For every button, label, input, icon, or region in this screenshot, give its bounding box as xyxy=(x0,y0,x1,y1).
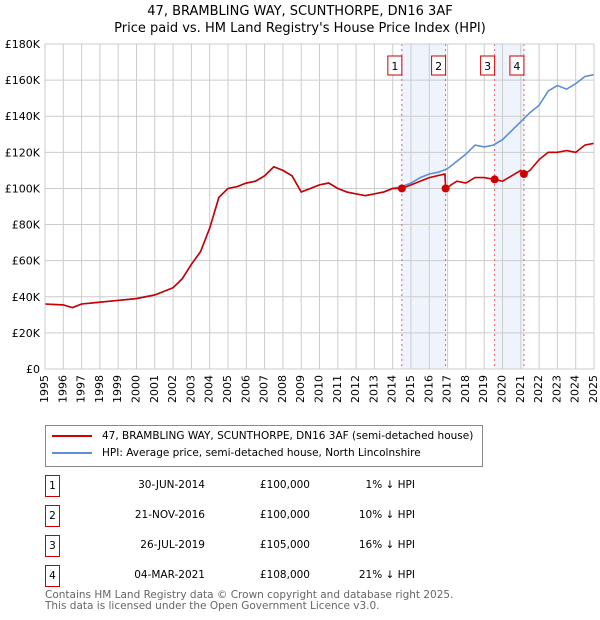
x-tick-label: 2003 xyxy=(184,375,197,403)
sale-hpi-diff: 1% ↓ HPI xyxy=(365,479,415,491)
legend-item-property: 47, BRAMBLING WAY, SCUNTHORPE, DN16 3AF … xyxy=(52,430,473,442)
x-tick-label: 1997 xyxy=(75,375,88,403)
sale-label: 4 xyxy=(513,60,520,73)
x-tick-label: 2023 xyxy=(550,375,563,403)
sale-number-badge: 3 xyxy=(45,535,60,557)
sale-row: 1 30-JUN-2014 £100,000 1% ↓ HPI xyxy=(45,475,445,497)
x-tick-label: 1999 xyxy=(111,375,124,403)
legend-item-hpi: HPI: Average price, semi-detached house,… xyxy=(52,447,421,459)
y-tick-label: £160K xyxy=(5,74,41,87)
sale-row: 4 04-MAR-2021 £108,000 21% ↓ HPI xyxy=(45,565,445,587)
shaded-region xyxy=(494,44,524,369)
sale-number-badge: 4 xyxy=(45,565,60,587)
sale-point xyxy=(441,184,450,193)
x-tick-label: 2024 xyxy=(569,375,582,403)
y-tick-label: £140K xyxy=(5,110,41,123)
x-tick-label: 2020 xyxy=(496,375,509,403)
sale-label-box xyxy=(480,55,496,76)
x-tick-label: 2016 xyxy=(422,375,435,403)
x-tick-label: 2006 xyxy=(239,375,252,403)
sale-price: £100,000 xyxy=(259,509,310,521)
sale-hpi-diff: 16% ↓ HPI xyxy=(358,539,415,551)
x-tick-label: 1995 xyxy=(38,375,51,403)
x-tick-label: 2010 xyxy=(313,375,326,403)
sale-price: £100,000 xyxy=(259,479,310,491)
footer-copyright: Contains HM Land Registry data © Crown c… xyxy=(45,589,454,601)
price-chart: £0 £20K £40K £60K £80K £100K £120K £140K £160K £1… xyxy=(5,38,600,403)
y-tick-label: £0 xyxy=(26,363,40,376)
legend-label: HPI: Average price, semi-detached house,… xyxy=(102,447,421,459)
x-tick-label: 1996 xyxy=(56,375,69,403)
sale-label-box xyxy=(431,55,447,76)
property-price-line xyxy=(44,142,595,309)
sale-hpi-diff: 21% ↓ HPI xyxy=(358,569,415,581)
x-tick-label: 2013 xyxy=(367,375,380,403)
x-tick-label: 2000 xyxy=(130,375,143,403)
chart-title: 47, BRAMBLING WAY, SCUNTHORPE, DN16 3AF … xyxy=(0,3,600,37)
y-tick-label: £120K xyxy=(5,146,41,159)
legend-swatch xyxy=(52,452,92,454)
sale-date: 04-MAR-2021 xyxy=(134,569,205,581)
footer: Contains HM Land Registry data © Crown c… xyxy=(45,590,453,612)
legend-swatch xyxy=(52,435,92,437)
sale-number-badge: 2 xyxy=(45,505,60,527)
y-tick-label: £20K xyxy=(12,327,41,340)
x-tick-label: 1998 xyxy=(93,375,106,403)
sale-row: 2 21-NOV-2016 £100,000 10% ↓ HPI xyxy=(45,505,445,527)
x-tick-label: 2015 xyxy=(404,375,417,403)
sale-label: 1 xyxy=(391,60,398,73)
sale-row: 3 26-JUL-2019 £105,000 16% ↓ HPI xyxy=(45,535,445,557)
plot-frame xyxy=(44,43,595,370)
sale-label-box xyxy=(387,55,403,76)
sale-number-badge: 1 xyxy=(45,475,60,497)
x-tick-label: 2004 xyxy=(203,375,216,403)
x-tick-label: 2019 xyxy=(477,375,490,403)
y-tick-label: £40K xyxy=(12,291,41,304)
sale-label: 3 xyxy=(484,60,491,73)
title-line: 47, BRAMBLING WAY, SCUNTHORPE, DN16 3AF xyxy=(147,4,453,19)
x-tick-label: 2007 xyxy=(258,375,271,403)
sale-label-box xyxy=(509,55,525,76)
x-tick-label: 2001 xyxy=(148,375,161,403)
sale-point xyxy=(490,175,499,184)
subtitle-line: Price paid vs. HM Land Registry's House … xyxy=(114,21,486,36)
x-tick-label: 2009 xyxy=(294,375,307,403)
x-tick-label: 2021 xyxy=(514,375,527,403)
x-tick-label: 2018 xyxy=(459,375,472,403)
y-tick-label: £80K xyxy=(12,219,41,232)
sale-date: 26-JUL-2019 xyxy=(140,539,205,551)
x-tick-label: 2017 xyxy=(441,375,454,403)
y-tick-label: £60K xyxy=(12,255,41,268)
legend-label: 47, BRAMBLING WAY, SCUNTHORPE, DN16 3AF … xyxy=(102,430,474,442)
sale-price: £108,000 xyxy=(259,569,310,581)
sale-date: 21-NOV-2016 xyxy=(134,509,205,521)
x-tick-label: 2025 xyxy=(587,375,600,403)
sale-date: 30-JUN-2014 xyxy=(138,479,205,491)
x-tick-label: 2008 xyxy=(276,375,289,403)
x-tick-label: 2012 xyxy=(349,375,362,403)
x-tick-label: 2002 xyxy=(166,375,179,403)
y-tick-label: £100K xyxy=(5,182,41,195)
x-tick-label: 2022 xyxy=(532,375,545,403)
legend: 47, BRAMBLING WAY, SCUNTHORPE, DN16 3AF … xyxy=(45,425,483,467)
x-tick-label: 2005 xyxy=(221,375,234,403)
sale-price: £105,000 xyxy=(259,539,310,551)
sale-hpi-diff: 10% ↓ HPI xyxy=(358,509,415,521)
sale-point xyxy=(519,170,528,178)
shaded-region xyxy=(401,44,446,369)
x-tick-label: 2014 xyxy=(386,375,399,403)
y-tick-label: £180K xyxy=(5,38,41,51)
sale-point xyxy=(397,184,406,193)
sale-label: 2 xyxy=(435,60,442,73)
footer-licence: This data is licensed under the Open Gov… xyxy=(45,600,380,612)
x-tick-label: 2011 xyxy=(331,375,344,403)
